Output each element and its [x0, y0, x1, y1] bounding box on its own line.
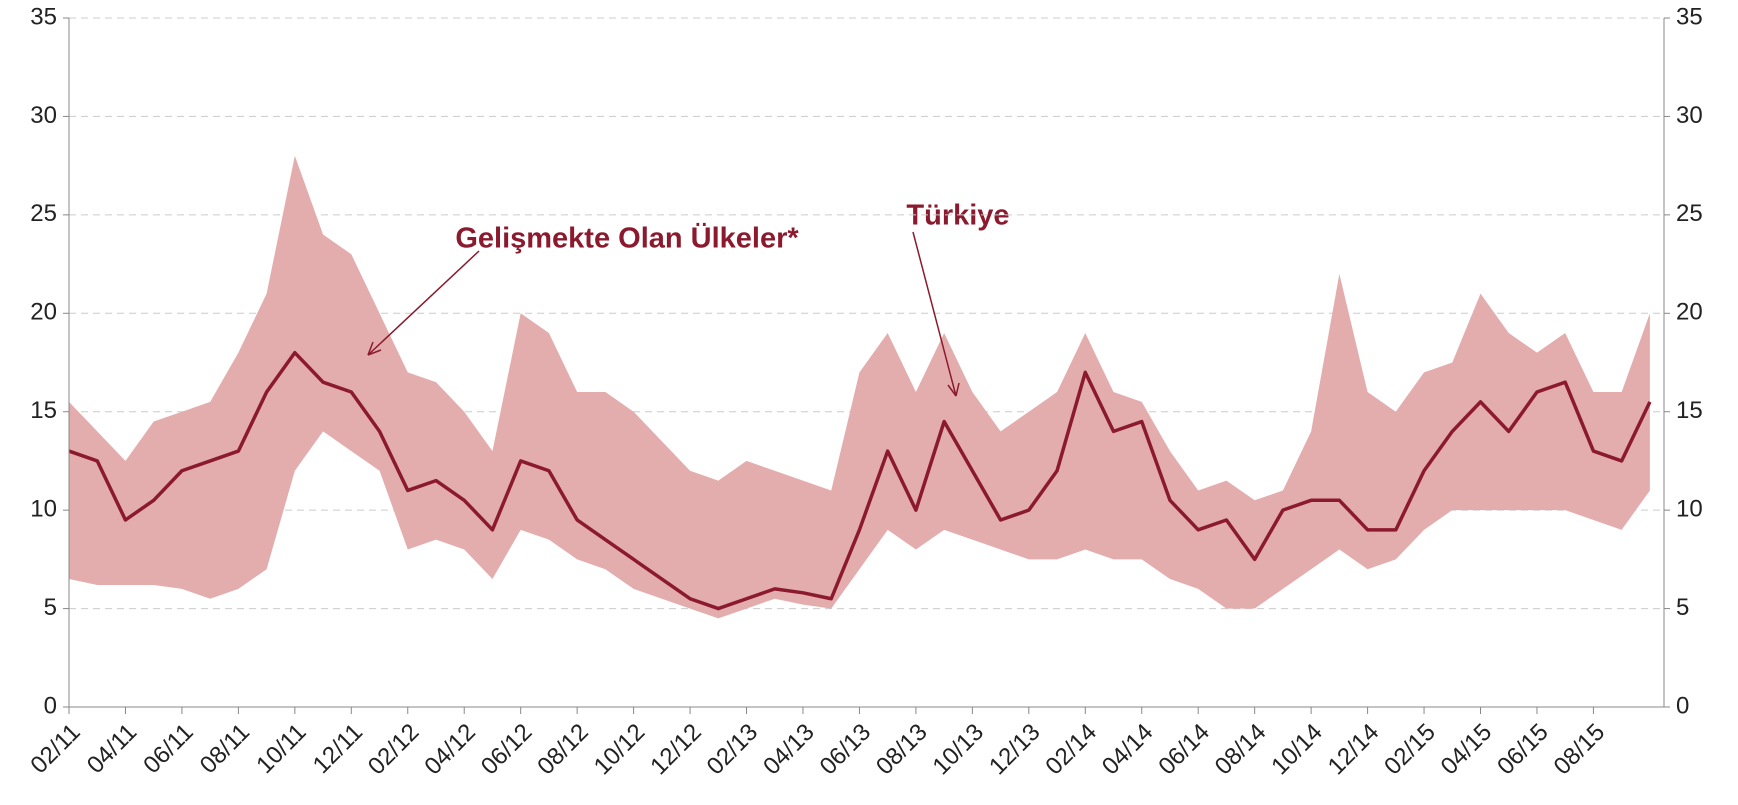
y-tick-label: 20 [30, 299, 57, 326]
band-arrowhead [367, 341, 382, 356]
x-tick-label: 06/12 [476, 719, 538, 781]
y-tick-label: 15 [30, 397, 57, 424]
y2-tick-label: 30 [1676, 102, 1703, 129]
x-tick-label: 02/12 [363, 719, 425, 781]
line-arrowhead [947, 382, 960, 397]
y-tick-label: 5 [44, 594, 57, 621]
x-tick-label: 08/15 [1549, 719, 1611, 781]
x-tick-label: 10/12 [589, 719, 651, 781]
y2-tick-label: 10 [1676, 495, 1703, 522]
x-tick-label: 08/11 [195, 719, 255, 779]
y2-tick-label: 35 [1676, 3, 1703, 30]
y2-tick-label: 5 [1676, 594, 1689, 621]
x-tick-label: 04/13 [758, 719, 820, 781]
band-arrow [367, 250, 480, 356]
y2-tick-label: 25 [1676, 200, 1703, 227]
x-tick-label: 08/13 [871, 719, 933, 781]
x-tick-label: 10/13 [928, 719, 990, 781]
y-tick-label: 25 [30, 200, 57, 227]
turkiye-line [68, 350, 1652, 611]
y2-tick-label: 15 [1676, 397, 1703, 424]
x-tick-label: 02/11 [25, 719, 85, 779]
y-tick-label: 10 [30, 495, 57, 522]
x-tick-label: 04/15 [1436, 719, 1498, 781]
line-arrow [912, 231, 957, 397]
x-tick-label: 06/15 [1492, 719, 1554, 781]
line-annotation: Türkiye [906, 200, 1009, 232]
y2-tick-label: 0 [1676, 692, 1689, 719]
x-tick-label: 02/13 [702, 719, 764, 781]
y-tick-label: 0 [44, 692, 57, 719]
x-tick-label: 04/11 [82, 719, 142, 779]
range-band [69, 155, 1650, 619]
x-tick-label: 04/14 [1097, 719, 1159, 781]
x-tick-label: 02/14 [1040, 719, 1102, 781]
x-tick-label: 12/13 [984, 719, 1046, 781]
x-tick-label: 12/11 [308, 719, 368, 779]
x-tick-label: 12/14 [1323, 719, 1385, 781]
x-tick-label: 06/11 [138, 719, 198, 779]
x-tick-label: 10/11 [251, 719, 311, 779]
x-tick-label: 08/14 [1210, 719, 1272, 781]
x-tick-label: 06/14 [1153, 719, 1215, 781]
x-tick-label: 10/14 [1266, 719, 1328, 781]
x-tick-label: 06/13 [815, 719, 877, 781]
x-tick-label: 02/15 [1379, 719, 1441, 781]
y-tick-label: 30 [30, 102, 57, 129]
y-tick-label: 35 [30, 3, 57, 30]
band-annotation: Gelişmekte Olan Ülkeler* [455, 222, 799, 255]
y2-tick-label: 20 [1676, 299, 1703, 326]
x-tick-label: 12/12 [645, 719, 707, 781]
x-tick-label: 08/12 [532, 719, 594, 781]
x-tick-label: 04/12 [419, 719, 481, 781]
